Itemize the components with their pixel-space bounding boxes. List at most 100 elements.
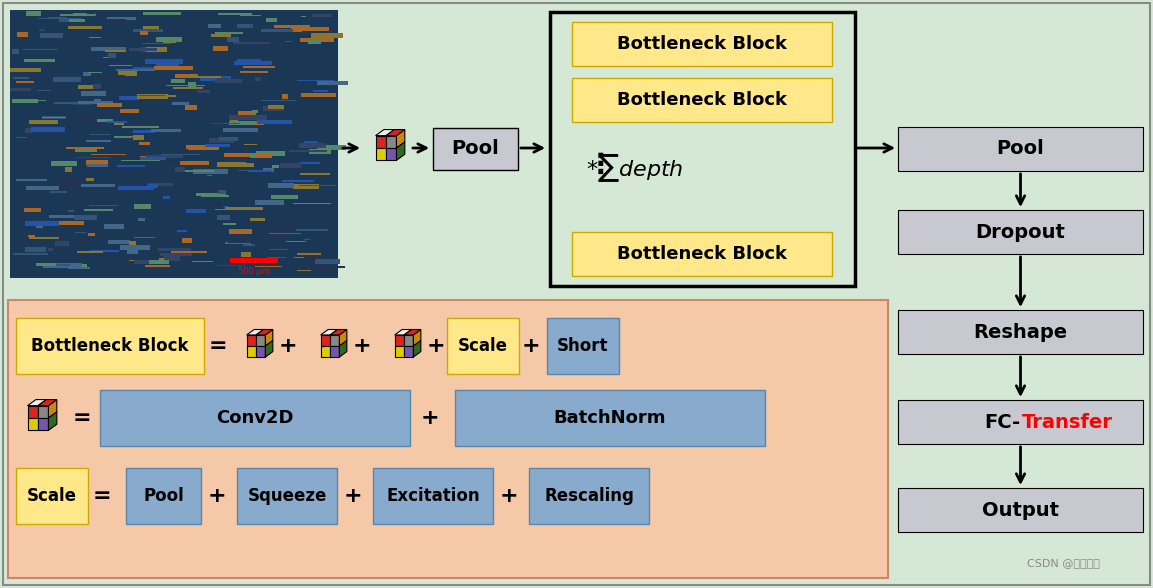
Bar xyxy=(66,115,93,120)
Text: Pool: Pool xyxy=(143,487,183,505)
Bar xyxy=(126,109,131,110)
Bar xyxy=(122,126,159,128)
Bar xyxy=(291,27,329,31)
Bar xyxy=(86,164,108,167)
Bar xyxy=(10,10,338,278)
Bar xyxy=(133,29,163,32)
Bar xyxy=(172,102,189,105)
Bar xyxy=(116,165,145,167)
Bar xyxy=(247,346,256,357)
Bar xyxy=(291,30,302,32)
Bar xyxy=(48,248,53,251)
Bar xyxy=(10,68,42,72)
Bar xyxy=(299,143,326,148)
Bar xyxy=(42,117,69,118)
Bar xyxy=(17,32,28,37)
Bar xyxy=(217,78,229,79)
Bar xyxy=(39,29,45,31)
Bar xyxy=(315,259,340,264)
Bar xyxy=(60,14,95,16)
Bar xyxy=(312,14,332,17)
Bar xyxy=(48,17,67,19)
Bar xyxy=(86,163,98,168)
Bar xyxy=(137,94,168,99)
Bar xyxy=(59,179,80,183)
Polygon shape xyxy=(48,400,56,418)
Polygon shape xyxy=(48,412,56,430)
Bar xyxy=(255,266,282,267)
Bar xyxy=(56,221,84,225)
Bar xyxy=(146,155,183,158)
Bar xyxy=(51,161,77,166)
Polygon shape xyxy=(339,340,347,357)
Text: $*\sum depth$: $*\sum depth$ xyxy=(586,152,684,184)
Text: +: + xyxy=(521,336,541,356)
Text: +: + xyxy=(353,336,371,356)
Bar xyxy=(217,265,244,266)
Bar xyxy=(175,167,184,172)
Bar xyxy=(90,250,119,252)
Bar xyxy=(127,249,138,254)
Bar xyxy=(229,115,267,120)
Bar xyxy=(42,116,65,119)
Bar xyxy=(205,144,229,147)
Bar xyxy=(271,195,297,199)
Bar xyxy=(25,128,33,133)
Text: +: + xyxy=(208,486,226,506)
Bar xyxy=(309,262,332,265)
Bar xyxy=(86,11,95,14)
Bar xyxy=(68,210,74,212)
Bar xyxy=(16,468,88,524)
Bar xyxy=(171,251,208,253)
Bar xyxy=(196,175,212,176)
Bar xyxy=(103,57,116,58)
Bar xyxy=(133,130,155,133)
Bar xyxy=(114,136,131,138)
Bar xyxy=(238,59,261,62)
Bar xyxy=(282,94,288,99)
Bar xyxy=(91,47,126,51)
Bar xyxy=(197,90,210,93)
Bar xyxy=(266,18,277,22)
Bar xyxy=(253,110,258,113)
Bar xyxy=(299,185,336,186)
Bar xyxy=(238,170,253,171)
Bar xyxy=(254,223,259,227)
Bar xyxy=(81,184,115,187)
Bar xyxy=(88,233,95,236)
Bar xyxy=(223,206,228,207)
Bar xyxy=(300,38,334,42)
Bar xyxy=(95,99,101,101)
Polygon shape xyxy=(386,129,405,136)
Bar xyxy=(110,122,125,125)
Bar xyxy=(75,149,97,152)
Polygon shape xyxy=(38,400,56,406)
Polygon shape xyxy=(376,129,394,136)
Text: Excitation: Excitation xyxy=(386,487,480,505)
Bar xyxy=(250,218,265,221)
Bar xyxy=(28,418,38,430)
Text: BatchNorm: BatchNorm xyxy=(553,409,666,427)
Bar xyxy=(13,253,48,255)
Bar xyxy=(155,66,193,70)
Bar xyxy=(13,77,29,79)
Polygon shape xyxy=(397,129,405,148)
Bar xyxy=(158,248,191,251)
Bar xyxy=(133,67,160,69)
Bar xyxy=(224,153,253,157)
Bar xyxy=(209,138,234,143)
Bar xyxy=(225,242,251,244)
Bar xyxy=(301,93,336,97)
Bar xyxy=(56,264,70,266)
Text: Pool: Pool xyxy=(452,139,499,159)
Bar xyxy=(59,18,82,22)
Bar xyxy=(193,169,228,174)
Bar xyxy=(166,85,205,86)
Bar xyxy=(68,26,101,29)
Bar xyxy=(23,49,58,50)
Polygon shape xyxy=(413,340,421,357)
Bar xyxy=(246,159,269,163)
Bar xyxy=(38,18,63,19)
Polygon shape xyxy=(321,329,338,335)
Bar xyxy=(129,241,136,245)
